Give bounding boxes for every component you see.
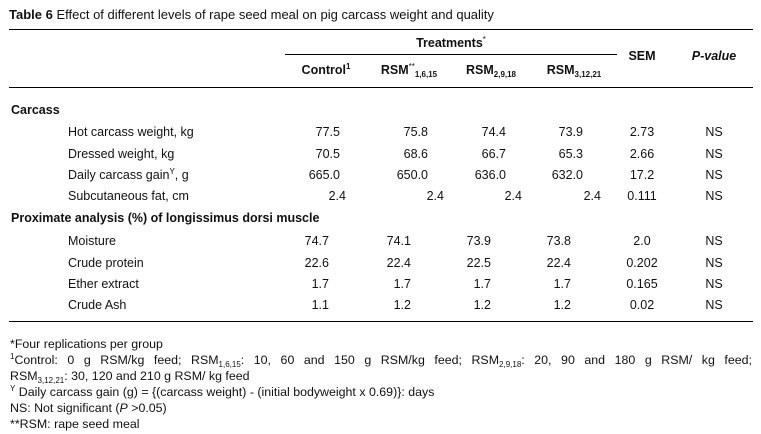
value-rsm-2: 1.7	[473, 277, 491, 291]
header-rule	[9, 87, 753, 88]
value-sem: 17.2	[629, 168, 655, 182]
row-label: Crude protein	[68, 256, 144, 270]
footnote-control: 1Control: 0 g RSM/kg feed; RSM1,6,15: 10…	[10, 352, 752, 369]
value-rsm-3: 73.8	[546, 234, 571, 248]
bottom-rule	[9, 321, 753, 322]
value-pvalue: NS	[705, 234, 723, 248]
value-pvalue: NS	[705, 168, 723, 182]
value-rsm-2: 2.4	[504, 189, 522, 203]
row-label: Crude Ash	[68, 298, 127, 312]
col-header-rsm-1: RSM**1,6,15	[380, 62, 438, 79]
section-title-proximate: Proximate analysis (%) of longissimus do…	[11, 211, 320, 225]
row-label: Moisture	[68, 234, 116, 248]
value-sem: 2.66	[629, 147, 655, 161]
row-label: Dressed weight, kg	[68, 147, 175, 161]
value-rsm-2: 73.9	[466, 234, 491, 248]
table-caption: Table 6 Effect of different levels of ra…	[9, 7, 494, 22]
value-pvalue: NS	[705, 277, 723, 291]
value-rsm-1: 74.1	[386, 234, 411, 248]
value-rsm-1: 650.0	[396, 168, 428, 182]
value-sem: 2.0	[633, 234, 651, 248]
footnote-control-cont: RSM3,12,21: 30, 120 and 210 g RSM/ kg fe…	[10, 369, 250, 385]
value-rsm-2: 22.5	[466, 256, 491, 270]
value-pvalue: NS	[705, 256, 723, 270]
footnote-ns: NS: Not significant (P >0.05)	[10, 401, 167, 415]
value-sem: 2.73	[629, 125, 655, 139]
value-rsm-3: 1.7	[553, 277, 571, 291]
value-rsm-2: 1.2	[473, 298, 491, 312]
value-rsm-1: 75.8	[403, 125, 428, 139]
footnote-replications: *Four replications per group	[10, 337, 163, 351]
value-control: 1.7	[311, 277, 329, 291]
footnote-rsm: **RSM: rape seed meal	[10, 417, 140, 431]
pvalue-header: P-value	[691, 49, 737, 63]
value-rsm-3: 632.0	[551, 168, 583, 182]
sem-header: SEM	[628, 49, 656, 63]
value-sem: 0.165	[626, 277, 658, 291]
value-control: 77.5	[315, 125, 340, 139]
value-rsm-1: 22.4	[386, 256, 411, 270]
col-header-rsm-2: RSM2,9,18	[465, 63, 517, 79]
value-sem: 0.111	[627, 189, 657, 203]
value-control: 74.7	[304, 234, 329, 248]
value-rsm-3: 1.2	[553, 298, 571, 312]
top-rule	[9, 29, 753, 30]
value-rsm-1: 68.6	[403, 147, 428, 161]
table-title: Effect of different levels of rape seed …	[56, 7, 494, 22]
value-control: 1.1	[311, 298, 329, 312]
value-control: 22.6	[304, 256, 329, 270]
value-rsm-1: 2.4	[426, 189, 444, 203]
treatments-rule	[285, 54, 617, 55]
section-title-carcass: Carcass	[11, 103, 60, 117]
value-control: 70.5	[315, 147, 340, 161]
value-rsm-3: 22.4	[546, 256, 571, 270]
footnotes: *Four replications per group 1Control: 0…	[10, 336, 752, 432]
col-header-rsm-3: RSM3,12,21	[546, 63, 602, 79]
row-label: Subcutaneous fat, cm	[68, 189, 189, 203]
value-rsm-3: 73.9	[558, 125, 583, 139]
row-label: Hot carcass weight, kg	[68, 125, 194, 139]
value-pvalue: NS	[705, 125, 723, 139]
treatments-header: Treatments*	[416, 35, 486, 51]
value-rsm-3: 2.4	[583, 189, 601, 203]
row-label: Daily carcass gainY, g	[68, 167, 189, 183]
value-sem: 0.202	[626, 256, 658, 270]
value-rsm-1: 1.2	[393, 298, 411, 312]
value-control: 2.4	[328, 189, 346, 203]
value-rsm-2: 66.7	[481, 147, 506, 161]
row-label: Ether extract	[68, 277, 139, 291]
value-rsm-1: 1.7	[393, 277, 411, 291]
col-header-control: Control1	[301, 62, 351, 78]
value-control: 665.0	[308, 168, 340, 182]
value-pvalue: NS	[705, 189, 723, 203]
value-rsm-3: 65.3	[558, 147, 583, 161]
value-rsm-2: 636.0	[474, 168, 506, 182]
table-label: Table 6	[9, 7, 53, 22]
value-sem: 0.02	[629, 298, 655, 312]
value-rsm-2: 74.4	[481, 125, 506, 139]
footnote-gain: Y Daily carcass gain (g) = {(carcass wei…	[10, 384, 435, 400]
value-pvalue: NS	[705, 298, 723, 312]
value-pvalue: NS	[705, 147, 723, 161]
